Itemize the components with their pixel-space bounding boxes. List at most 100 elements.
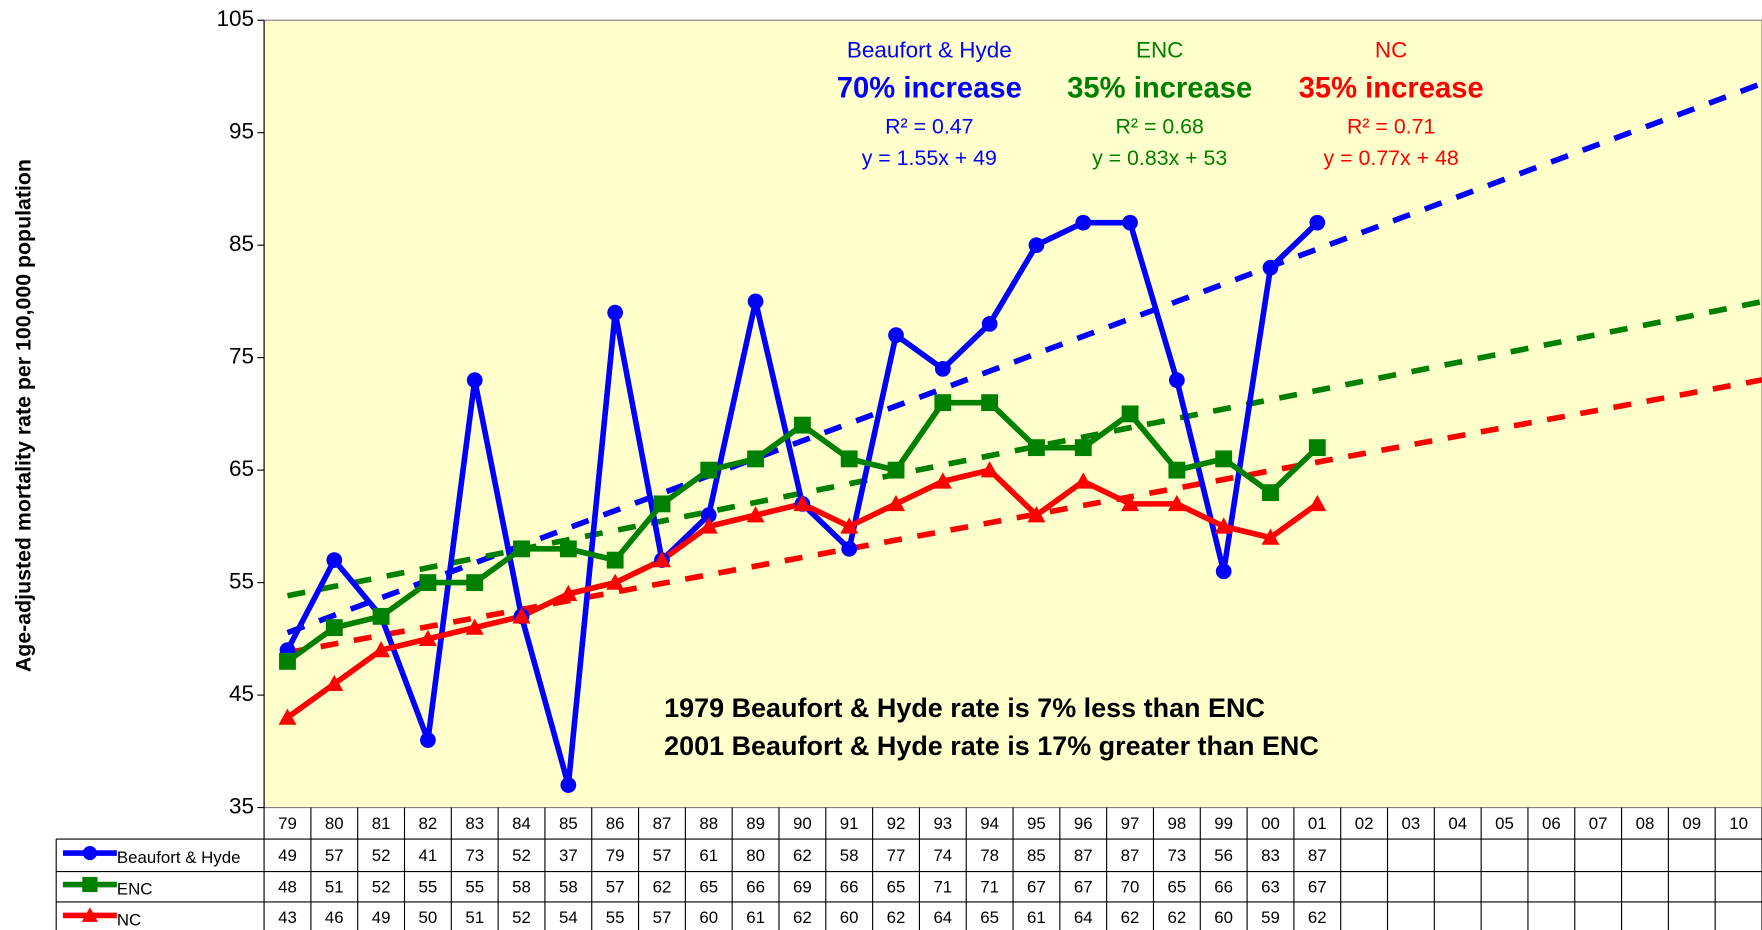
table-category: 81: [372, 814, 391, 833]
data-point: [372, 607, 390, 625]
table-value: 61: [746, 908, 765, 927]
data-point: [420, 732, 436, 748]
table-value: 52: [372, 877, 391, 896]
data-point: [419, 574, 437, 592]
data-point: [1122, 214, 1138, 231]
data-point: [1261, 528, 1280, 545]
table-category: 90: [793, 814, 812, 833]
data-point: [418, 629, 437, 647]
data-point: [841, 541, 858, 557]
table-value: 64: [933, 908, 952, 927]
table-value: 58: [840, 846, 859, 865]
data-point: [1121, 494, 1140, 512]
plot-area: [263, 19, 1762, 809]
table-category: 94: [980, 814, 999, 833]
table-value: 66: [746, 877, 765, 896]
table-value: 51: [325, 877, 344, 896]
table-value: 87: [1121, 846, 1140, 865]
table-value: 52: [512, 908, 531, 927]
data-point: [934, 394, 952, 412]
table-value: 49: [278, 846, 297, 865]
y-tick-label: 65: [229, 456, 254, 481]
data-point: [746, 506, 765, 523]
data-point: [1028, 439, 1045, 457]
annotation-name: NC: [1375, 38, 1407, 63]
data-point: [888, 327, 904, 344]
table-value: 60: [840, 908, 859, 927]
data-point: [981, 394, 999, 412]
annotation-equation: y = 1.55x + 49: [862, 146, 997, 170]
table-category: 98: [1167, 814, 1186, 833]
data-point: [1309, 214, 1326, 231]
data-point: [1027, 506, 1046, 523]
table-category: 93: [933, 814, 952, 833]
table-value: 65: [699, 877, 718, 896]
legend-label: NC: [117, 910, 141, 929]
table-value: 55: [419, 877, 438, 896]
annotation-name: Beaufort & Hyde: [847, 38, 1012, 63]
table-value: 43: [278, 908, 297, 927]
data-point: [512, 607, 531, 624]
table-value: 65: [887, 877, 906, 896]
table-value: 54: [559, 908, 578, 927]
table-category: 84: [512, 814, 531, 833]
data-point: [560, 777, 577, 793]
table-category: 83: [465, 814, 484, 833]
data-point: [1215, 450, 1233, 468]
annotation-change: 35% increase: [1067, 73, 1252, 105]
table-value: 57: [325, 846, 344, 865]
data-point: [326, 552, 343, 568]
table-value: 60: [699, 908, 718, 927]
table-value: 74: [933, 846, 952, 865]
annotation-name: ENC: [1136, 38, 1183, 63]
table-value: 71: [933, 877, 952, 896]
table-value: 87: [1308, 846, 1327, 865]
table-value: 67: [1027, 877, 1046, 896]
table-value: 79: [606, 846, 625, 865]
table-category: 82: [419, 814, 438, 833]
table-value: 51: [465, 908, 484, 927]
table-category: 91: [840, 814, 859, 833]
table-category: 04: [1448, 814, 1467, 833]
legend-label: Beaufort & Hyde: [117, 848, 241, 867]
data-point: [747, 293, 764, 310]
table-value: 85: [1027, 846, 1046, 865]
trend-line: [286, 80, 1762, 636]
data-point: [887, 461, 905, 479]
data-point: [1169, 372, 1185, 389]
data-point: [466, 372, 483, 389]
data-point: [700, 507, 717, 523]
table-value: 62: [887, 908, 906, 927]
y-tick-label: 55: [229, 569, 254, 594]
table-value: 55: [465, 877, 484, 896]
data-point: [840, 517, 859, 534]
data-point: [747, 450, 765, 468]
data-point: [699, 517, 718, 534]
data-point: [981, 316, 998, 332]
table-value: 70: [1121, 877, 1140, 896]
table-value: 41: [419, 846, 438, 865]
data-point: [278, 708, 297, 725]
table-category: 07: [1589, 814, 1608, 833]
table-category: 01: [1308, 814, 1327, 833]
data-point: [980, 461, 999, 478]
data-point: [325, 674, 344, 692]
table-category: 87: [653, 814, 672, 833]
table-category: 92: [887, 814, 906, 833]
legend-marker: [82, 845, 97, 861]
table-value: 69: [793, 877, 812, 896]
table-value: 66: [1214, 877, 1233, 896]
table-value: 52: [372, 846, 391, 865]
table-value: 56: [1214, 846, 1233, 865]
note: 2001 Beaufort & Hyde rate is 17% greater…: [664, 731, 1319, 761]
data-point: [700, 461, 718, 479]
data-point: [1214, 517, 1233, 534]
table-value: 57: [606, 877, 625, 896]
table-category: 86: [606, 814, 625, 833]
data-point: [559, 584, 578, 602]
table-category: 79: [278, 814, 297, 833]
table-value: 66: [840, 877, 859, 896]
trend-line: [286, 377, 1762, 656]
table-value: 52: [512, 846, 531, 865]
data-point: [840, 450, 858, 468]
